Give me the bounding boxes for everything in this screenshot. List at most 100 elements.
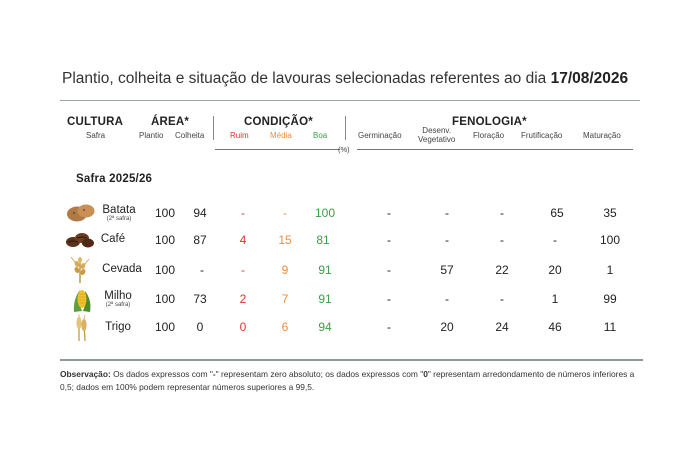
header-ruim: Ruim	[230, 131, 249, 140]
cell-plantio: 100	[154, 233, 176, 247]
cell-colheita: 73	[193, 292, 207, 306]
crop-name-cevada: Cevada	[92, 263, 152, 275]
header-desenv: Desenv. Vegetativo	[418, 126, 455, 144]
cell-ruim: -	[241, 206, 245, 220]
header-area: ÁREA*	[151, 116, 190, 128]
crop-name-trigo: Trigo	[88, 321, 148, 333]
cell-boa: 91	[318, 263, 332, 277]
coffee-beans-icon	[66, 233, 94, 248]
header-plantio: Plantio	[139, 131, 164, 140]
wheat-icon	[76, 314, 87, 342]
cell-ruim: -	[241, 263, 245, 277]
cell-media: 7	[281, 292, 289, 306]
cell-frutificacao: 1	[551, 292, 559, 306]
header-safra: Safra	[86, 131, 106, 140]
cell-media: -	[283, 206, 287, 220]
header-maturacao: Maturação	[583, 131, 621, 140]
footnote-text-1: Os dados expressos com "	[110, 369, 213, 379]
crop-name-milho: Milho (2ª safra)	[88, 290, 148, 309]
footnote: Observação: Os dados expressos com "-" r…	[60, 368, 640, 394]
cell-frutificacao: 65	[550, 206, 564, 220]
crop-label: Milho	[104, 290, 132, 302]
safra-label: Safra 2025/26	[76, 173, 153, 185]
cell-boa: 94	[318, 320, 332, 334]
footnote-dash: -	[212, 369, 216, 379]
cell-floracao: 24	[495, 320, 509, 334]
header-media: Média	[270, 131, 292, 140]
footnote-text-3: " representam arredondamento de números …	[60, 369, 635, 392]
cell-floracao: -	[500, 206, 504, 220]
unit-rule-right	[357, 149, 633, 150]
bottom-rule	[60, 359, 643, 361]
header-boa: Boa	[313, 131, 328, 140]
cell-desenv: 20	[440, 320, 454, 334]
cell-floracao: -	[500, 233, 504, 247]
cell-germinacao: -	[387, 292, 391, 306]
cell-boa: 91	[318, 292, 332, 306]
header-desenv-line2: Vegetativo	[418, 135, 456, 144]
cell-maturacao: 100	[599, 233, 621, 247]
crop-label: Batata	[102, 204, 136, 216]
header-cultura: CULTURA	[67, 116, 124, 128]
cell-germinacao: -	[387, 263, 391, 277]
cell-desenv: -	[445, 206, 449, 220]
title-text: Plantio, colheita e situação de lavouras…	[62, 70, 547, 87]
crop-note: (2ª safra)	[105, 302, 131, 308]
page-title: Plantio, colheita e situação de lavouras…	[62, 70, 628, 88]
cell-germinacao: -	[387, 206, 391, 220]
cell-plantio: 100	[154, 292, 176, 306]
cell-desenv: -	[445, 233, 449, 247]
cell-maturacao: 99	[603, 292, 617, 306]
cell-germinacao: -	[387, 233, 391, 247]
potato-icon	[67, 204, 95, 222]
crop-label: Cevada	[102, 263, 142, 275]
footnote-label: Observação:	[60, 369, 111, 379]
unit-rule-left	[215, 149, 340, 150]
cell-colheita: 94	[193, 206, 207, 220]
cell-frutificacao: -	[553, 233, 557, 247]
header-colheita: Colheita	[175, 131, 205, 140]
cell-ruim: 0	[239, 320, 247, 334]
crop-label: Trigo	[105, 321, 131, 333]
title-date: 17/08/2026	[550, 70, 629, 87]
separator-condicao	[345, 116, 346, 140]
separator-area	[213, 116, 214, 140]
crop-note: (2ª safra)	[106, 216, 132, 222]
cell-ruim: 4	[239, 233, 247, 247]
cell-frutificacao: 46	[548, 320, 562, 334]
cell-media: 6	[281, 320, 289, 334]
cell-desenv: -	[445, 292, 449, 306]
cell-maturacao: 1	[606, 263, 614, 277]
header-frutificacao: Frutificação	[521, 131, 563, 140]
cell-maturacao: 11	[603, 320, 617, 334]
top-rule	[60, 100, 640, 101]
cell-media: 9	[281, 263, 289, 277]
header-desenv-line1: Desenv.	[422, 126, 452, 135]
cell-germinacao: -	[387, 320, 391, 334]
header-germinacao: Germinação	[358, 131, 402, 140]
cell-floracao: 22	[495, 263, 509, 277]
crop-name-batata: Batata (2ª safra)	[89, 204, 149, 223]
cell-ruim: 2	[239, 292, 247, 306]
cell-frutificacao: 20	[548, 263, 562, 277]
cell-boa: 100	[314, 206, 336, 220]
unit-label: (%)	[338, 145, 350, 154]
corn-icon	[73, 290, 91, 312]
cell-colheita: 87	[193, 233, 207, 247]
header-floracao: Floração	[473, 131, 505, 140]
cell-floracao: -	[500, 292, 504, 306]
barley-icon	[70, 256, 90, 283]
cell-colheita: 0	[196, 320, 204, 334]
footnote-text-2: " representam zero absoluto; os dados ex…	[215, 369, 424, 379]
cell-boa: 81	[316, 233, 330, 247]
footnote-zero: 0	[423, 369, 428, 379]
header-fenologia: FENOLOGIA*	[452, 116, 527, 128]
crop-label: Café	[100, 233, 126, 245]
cell-colheita: -	[200, 263, 204, 277]
cell-plantio: 100	[154, 263, 176, 277]
cell-media: 15	[278, 233, 292, 247]
header-condicao: CONDIÇÃO*	[244, 116, 313, 128]
cell-plantio: 100	[154, 320, 176, 334]
cell-maturacao: 35	[603, 206, 617, 220]
cell-desenv: 57	[440, 263, 454, 277]
